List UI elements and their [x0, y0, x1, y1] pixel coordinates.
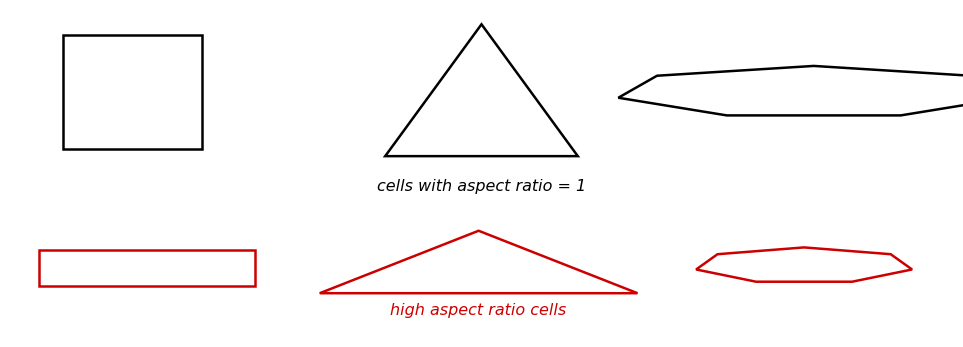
- Text: cells with aspect ratio = 1: cells with aspect ratio = 1: [377, 179, 586, 194]
- Polygon shape: [618, 66, 963, 116]
- Polygon shape: [385, 24, 578, 156]
- Bar: [63, 35, 202, 149]
- Polygon shape: [696, 247, 912, 282]
- Text: high aspect ratio cells: high aspect ratio cells: [390, 303, 567, 318]
- Polygon shape: [320, 231, 638, 293]
- Bar: [39, 250, 255, 286]
